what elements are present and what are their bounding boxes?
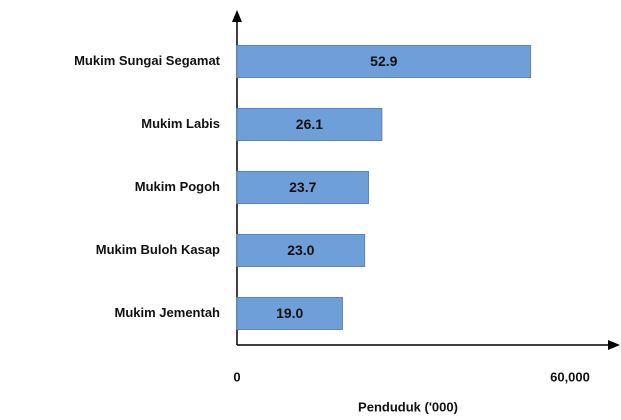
value-label: 23.7 [289,179,316,195]
value-label: 19.0 [276,305,303,321]
x-tick-label: 0 [233,369,240,384]
bar [236,297,343,330]
bar [236,45,532,78]
y-tick-label: Mukim Jementah [115,305,221,320]
value-label: 26.1 [296,116,323,132]
bar [236,171,370,204]
y-axis-arrow [232,10,242,22]
y-tick-label: Mukim Buloh Kasap [96,242,220,257]
x-axis-title: Penduduk ('000) [358,399,458,414]
bar [236,108,383,141]
y-tick-label: Mukim Sungai Segamat [74,53,221,68]
x-tick-label: 60,000 [550,369,590,384]
value-label: 52.9 [370,53,397,69]
bar [236,234,366,267]
y-tick-label: Mukim Pogoh [135,179,220,194]
value-label: 23.0 [287,242,314,258]
y-tick-label: Mukim Labis [141,116,220,131]
x-axis-arrow [608,340,620,350]
